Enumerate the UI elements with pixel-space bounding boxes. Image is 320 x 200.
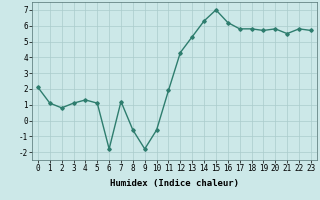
X-axis label: Humidex (Indice chaleur): Humidex (Indice chaleur) <box>110 179 239 188</box>
